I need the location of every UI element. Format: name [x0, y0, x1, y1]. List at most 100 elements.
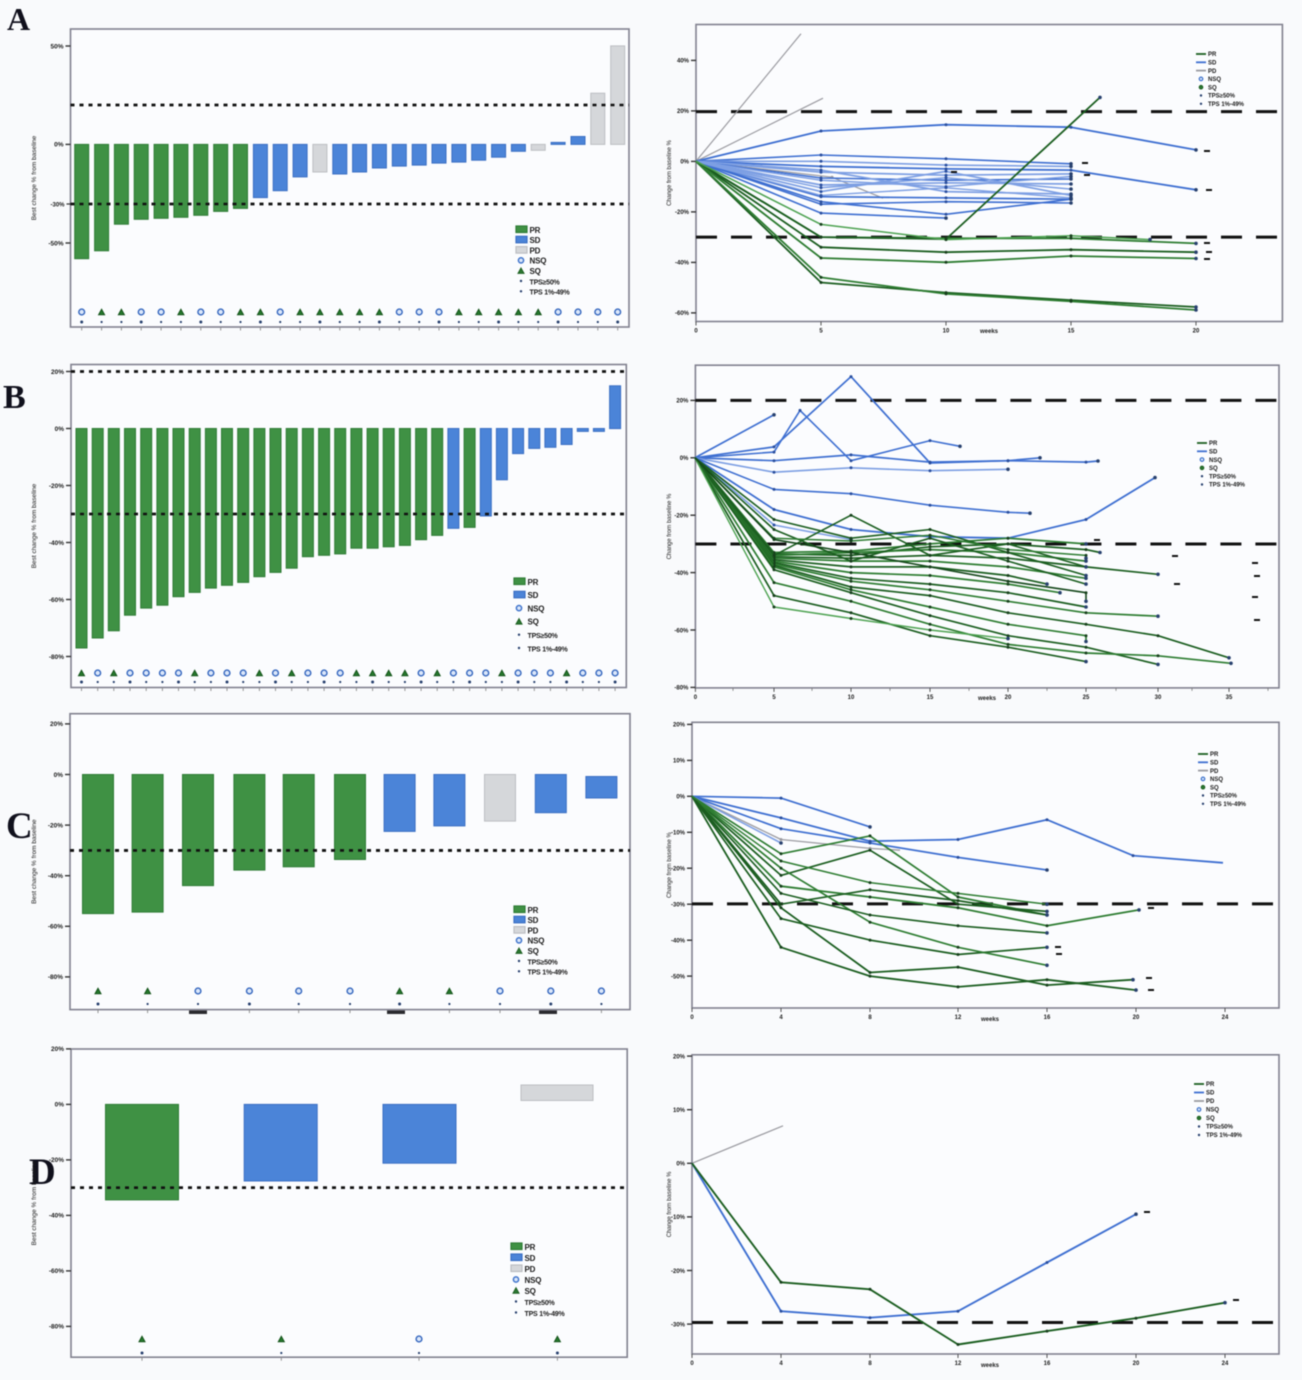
svg-text:SD: SD	[528, 916, 539, 925]
svg-text:20: 20	[1133, 1361, 1140, 1367]
svg-text:NSQ: NSQ	[1209, 458, 1222, 464]
svg-text:TPS 1%-49%: TPS 1%-49%	[525, 1311, 566, 1318]
svg-text:-10%: -10%	[671, 1215, 686, 1221]
svg-text:SQ: SQ	[1209, 466, 1218, 472]
svg-text:8: 8	[868, 1015, 872, 1021]
svg-text:0%: 0%	[676, 795, 685, 801]
svg-text:0%: 0%	[55, 1102, 65, 1109]
svg-text:5: 5	[772, 695, 776, 701]
svg-text:8: 8	[868, 1361, 872, 1367]
svg-text:PD: PD	[530, 246, 541, 255]
svg-text:Best change % from baseline: Best change % from baseline	[31, 483, 38, 568]
svg-text:0%: 0%	[55, 426, 65, 433]
svg-text:TPS≥50%: TPS≥50%	[528, 959, 559, 966]
svg-text:0%: 0%	[676, 1162, 685, 1168]
svg-text:20: 20	[1133, 1015, 1140, 1021]
svg-text:Change from baseline %: Change from baseline %	[667, 139, 673, 205]
svg-text:SQ: SQ	[530, 267, 541, 276]
svg-text:20%: 20%	[51, 1046, 64, 1053]
svg-text:0%: 0%	[54, 142, 64, 149]
svg-text:-80%: -80%	[674, 686, 689, 692]
svg-text:PR: PR	[1209, 441, 1218, 447]
svg-text:NSQ: NSQ	[530, 257, 547, 266]
svg-text:NSQ: NSQ	[1210, 777, 1223, 783]
svg-text:PD: PD	[1208, 69, 1217, 75]
svg-text:0: 0	[694, 695, 698, 701]
svg-text:15: 15	[1068, 329, 1075, 335]
svg-text:-30%: -30%	[671, 903, 686, 909]
svg-text:NSQ: NSQ	[1206, 1108, 1219, 1114]
svg-text:SD: SD	[525, 1254, 536, 1263]
svg-text:Change from baseline %: Change from baseline %	[667, 832, 673, 898]
svg-text:TPS≥50%: TPS≥50%	[1209, 474, 1237, 480]
svg-text:Change from baseline %: Change from baseline %	[667, 1171, 673, 1237]
svg-text:10%: 10%	[673, 1108, 686, 1114]
svg-text:-20%: -20%	[675, 210, 690, 216]
svg-text:20%: 20%	[50, 721, 63, 728]
svg-text:PR: PR	[1206, 1082, 1215, 1088]
svg-text:TPS 1%-49%: TPS 1%-49%	[530, 290, 571, 297]
svg-text:20%: 20%	[673, 1054, 686, 1060]
svg-text:SQ: SQ	[1206, 1116, 1215, 1122]
svg-text:PR: PR	[1208, 52, 1217, 58]
svg-text:TPS≥50%: TPS≥50%	[528, 633, 559, 640]
svg-text:-50%: -50%	[48, 240, 63, 247]
svg-text:NSQ: NSQ	[528, 604, 545, 613]
svg-text:-80%: -80%	[49, 1324, 64, 1331]
svg-text:0%: 0%	[680, 160, 689, 166]
svg-text:SQ: SQ	[528, 618, 539, 627]
svg-text:-20%: -20%	[49, 1157, 64, 1164]
svg-text:SD: SD	[530, 236, 541, 245]
svg-text:PR: PR	[525, 1243, 536, 1252]
svg-text:weeks: weeks	[980, 1017, 1000, 1023]
svg-text:-40%: -40%	[675, 261, 690, 267]
svg-text:20%: 20%	[673, 723, 686, 729]
svg-text:D: D	[29, 1152, 56, 1193]
svg-text:12: 12	[955, 1361, 962, 1367]
svg-text:-60%: -60%	[48, 924, 63, 931]
svg-text:20%: 20%	[677, 109, 690, 115]
svg-text:TPS≥50%: TPS≥50%	[530, 279, 561, 286]
svg-text:TPS 1%-49%: TPS 1%-49%	[1208, 102, 1245, 108]
svg-text:weeks: weeks	[979, 329, 999, 335]
svg-text:24: 24	[1222, 1015, 1229, 1021]
svg-text:35: 35	[1226, 695, 1233, 701]
svg-text:TPS 1%-49%: TPS 1%-49%	[1210, 802, 1247, 808]
svg-text:-40%: -40%	[671, 939, 686, 945]
svg-text:SD: SD	[528, 591, 539, 600]
svg-text:-20%: -20%	[49, 483, 64, 490]
svg-text:TPS≥50%: TPS≥50%	[525, 1300, 556, 1307]
svg-text:-60%: -60%	[675, 311, 690, 317]
svg-text:16: 16	[1044, 1015, 1051, 1021]
svg-text:SD: SD	[1206, 1091, 1215, 1097]
svg-text:TPS 1%-49%: TPS 1%-49%	[528, 646, 569, 653]
svg-text:SD: SD	[1208, 61, 1217, 67]
svg-text:SQ: SQ	[525, 1287, 536, 1296]
svg-text:PD: PD	[528, 926, 539, 935]
svg-text:24: 24	[1222, 1361, 1229, 1367]
svg-text:TPS≥50%: TPS≥50%	[1208, 94, 1236, 100]
svg-text:weeks: weeks	[977, 696, 997, 702]
svg-text:PD: PD	[525, 1265, 536, 1274]
svg-text:-80%: -80%	[49, 654, 64, 661]
svg-text:Best change % from baseline: Best change % from baseline	[31, 135, 38, 220]
svg-text:0: 0	[694, 329, 698, 335]
svg-text:5: 5	[819, 329, 823, 335]
svg-text:10: 10	[848, 695, 855, 701]
svg-text:TPS 1%-49%: TPS 1%-49%	[528, 970, 569, 977]
svg-text:-60%: -60%	[49, 1268, 64, 1275]
svg-text:SQ: SQ	[1208, 85, 1217, 91]
svg-text:C: C	[6, 806, 33, 847]
svg-text:SQ: SQ	[1210, 785, 1219, 791]
svg-text:Best change % from baseline: Best change % from baseline	[31, 1160, 38, 1245]
svg-text:SQ: SQ	[528, 947, 539, 956]
svg-text:-80%: -80%	[48, 974, 63, 981]
svg-text:0: 0	[690, 1361, 694, 1367]
svg-text:A: A	[7, 1, 30, 37]
svg-text:16: 16	[1044, 1361, 1051, 1367]
svg-text:10: 10	[943, 329, 950, 335]
svg-text:0: 0	[690, 1015, 694, 1021]
svg-text:NSQ: NSQ	[1208, 77, 1221, 83]
svg-text:-50%: -50%	[671, 974, 686, 980]
svg-text:20: 20	[1193, 329, 1200, 335]
